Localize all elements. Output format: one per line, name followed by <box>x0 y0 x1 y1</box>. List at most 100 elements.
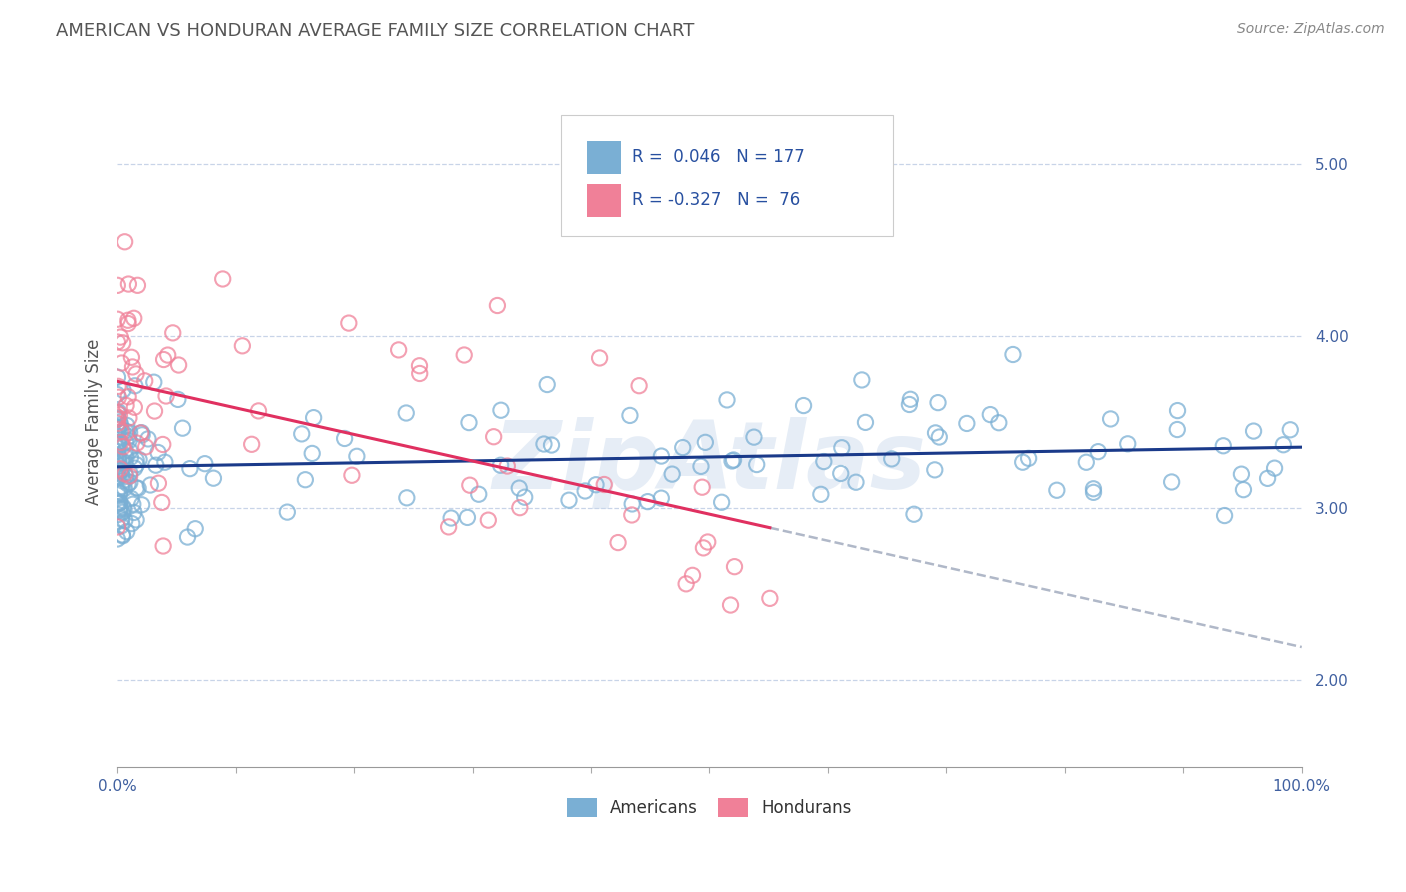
Point <box>111 512 134 526</box>
Point <box>120 491 142 506</box>
Point <box>118 469 141 483</box>
Point <box>121 497 143 511</box>
Point <box>184 522 207 536</box>
Point <box>105 464 128 478</box>
Point <box>1279 423 1302 437</box>
Point <box>793 399 815 413</box>
Point <box>105 422 128 436</box>
Point <box>979 408 1001 422</box>
Point <box>690 480 713 494</box>
Point <box>111 335 134 350</box>
Point <box>240 437 263 451</box>
Point <box>408 359 430 373</box>
Point <box>716 392 738 407</box>
Point <box>489 458 512 473</box>
FancyBboxPatch shape <box>588 184 620 217</box>
Point <box>482 430 505 444</box>
Point <box>105 412 128 426</box>
Point <box>112 500 135 515</box>
Point <box>118 443 141 458</box>
Point <box>120 450 142 465</box>
Text: R = -0.327   N =  76: R = -0.327 N = 76 <box>633 191 801 209</box>
Point <box>121 516 143 531</box>
Point <box>128 452 150 467</box>
Point <box>440 511 463 525</box>
Y-axis label: Average Family Size: Average Family Size <box>86 339 103 505</box>
Point <box>1166 423 1188 437</box>
Point <box>458 416 481 430</box>
Point <box>759 591 782 606</box>
Point <box>340 468 363 483</box>
Point <box>167 358 190 372</box>
Point <box>167 392 190 407</box>
Point <box>231 339 253 353</box>
Point <box>533 437 555 451</box>
Point <box>489 403 512 417</box>
FancyBboxPatch shape <box>561 115 893 236</box>
Point <box>346 450 368 464</box>
Point <box>129 425 152 440</box>
Point <box>162 326 184 340</box>
Point <box>105 457 128 471</box>
Point <box>105 387 128 401</box>
Point <box>1167 403 1189 417</box>
Point <box>176 530 198 544</box>
Point <box>125 458 148 472</box>
Point <box>124 401 146 415</box>
Point <box>108 421 131 435</box>
Point <box>114 455 136 469</box>
Point <box>1018 451 1040 466</box>
Point <box>139 478 162 492</box>
Point <box>1116 437 1139 451</box>
Point <box>121 359 143 374</box>
Point <box>924 463 946 477</box>
Point <box>117 317 139 331</box>
Point <box>111 425 134 439</box>
Point <box>682 568 704 582</box>
Point <box>291 426 314 441</box>
Point <box>831 441 853 455</box>
Point <box>111 529 134 543</box>
Point <box>117 277 139 291</box>
Point <box>810 487 832 501</box>
Point <box>135 440 157 454</box>
Point <box>1264 461 1286 475</box>
Point <box>107 379 129 393</box>
Point <box>156 348 179 362</box>
FancyBboxPatch shape <box>588 141 620 174</box>
Point <box>122 311 145 326</box>
Point <box>855 416 877 430</box>
Point <box>146 445 169 459</box>
Point <box>108 503 131 517</box>
Point <box>105 441 128 455</box>
Point <box>111 383 134 397</box>
Point <box>690 459 713 474</box>
Point <box>108 501 131 516</box>
Point <box>136 432 159 446</box>
Point <box>117 477 139 491</box>
Point <box>112 502 135 516</box>
Point <box>107 370 129 384</box>
Point <box>111 505 134 519</box>
Point <box>395 406 418 420</box>
Point <box>720 598 742 612</box>
Point <box>105 496 128 510</box>
Point <box>107 497 129 511</box>
Point <box>621 497 644 511</box>
Point <box>152 539 174 553</box>
Point <box>1087 444 1109 458</box>
Point <box>558 493 581 508</box>
Point <box>723 453 745 467</box>
Point <box>1257 471 1279 485</box>
Point <box>107 520 129 534</box>
Point <box>851 373 873 387</box>
Point <box>124 461 146 475</box>
Point <box>131 427 153 442</box>
Point <box>122 506 145 520</box>
Point <box>150 495 173 509</box>
Point <box>107 390 129 404</box>
Point <box>956 417 979 431</box>
Point <box>337 316 360 330</box>
Point <box>152 352 174 367</box>
Point <box>107 449 129 463</box>
